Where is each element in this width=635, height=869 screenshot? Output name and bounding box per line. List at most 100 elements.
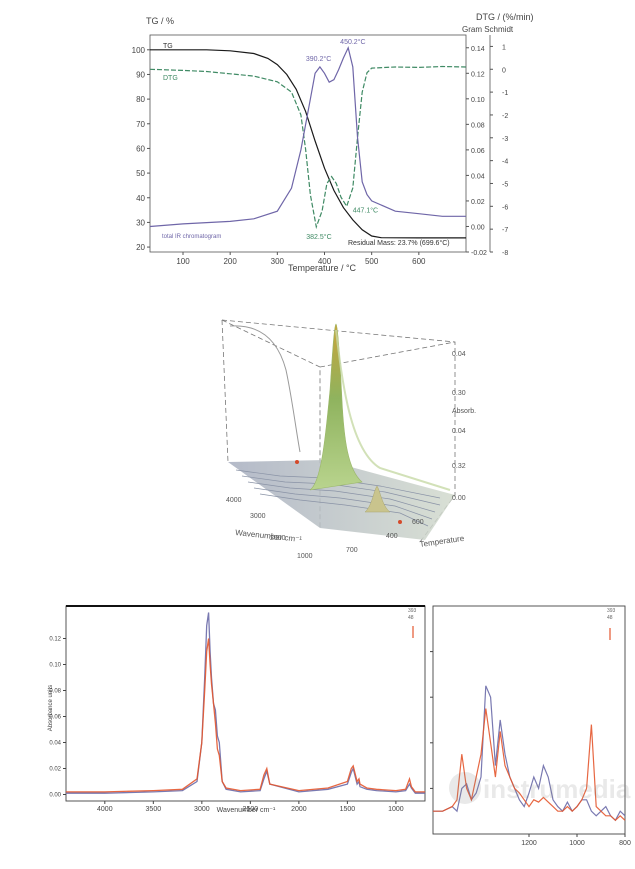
ir-left-plot-frame — [65, 605, 426, 802]
ir-3d-absorbance-label: Absorb. — [452, 408, 476, 415]
tga-right-tick-label: 1 — [502, 44, 506, 51]
ir-left-y-axis-label: Absorbance units — [48, 685, 54, 731]
ir-left-spectrum-line-1 — [66, 612, 425, 794]
tga-left-tick-label: 60 — [136, 144, 145, 153]
tga-peak-annotation: 447.1°C — [353, 206, 378, 214]
tga-left-tick-label: 40 — [136, 194, 145, 203]
ir-3d-wavenumber-tick: 4000 — [226, 497, 242, 504]
tga-peak-annotation: 450.2°C — [340, 38, 365, 46]
tga-right-tick-label: -3 — [502, 136, 508, 143]
tga-right-tick-label: 0 — [502, 67, 506, 74]
tga-x-tick-label: 200 — [223, 257, 237, 266]
ir-left-legend-line-2: 48 — [408, 615, 414, 621]
tga-annotation-residual-mass: Residual Mass: 23.7% (699.6°C) — [348, 239, 450, 247]
ir-spectrum-left-panel: 4000 3500 3000 2500 2000 1500 1000 0.00 0.02 0.04… — [0, 598, 432, 864]
ir-right-x-tick-label: 1200 — [521, 840, 537, 847]
tga-right2-tick-label: 0.00 — [471, 224, 485, 231]
tga-right2-tick-label: -0.02 — [471, 250, 487, 257]
tga-peak-annotation: 390.2°C — [306, 55, 331, 63]
ir-3d-absorbance-tick: 0.30 — [452, 390, 466, 397]
tga-right-tick-label: -1 — [502, 90, 508, 97]
ir-right-spectrum-line-1 — [433, 685, 626, 822]
ir-right-spectrum-line-2 — [433, 708, 626, 822]
tga-x-axis-label: Temperature / °C — [288, 263, 357, 273]
tga-left-tick-label: 70 — [136, 120, 145, 129]
tga-right2-tick-label: 0.02 — [471, 199, 485, 206]
tga-right2-tick-label: 0.04 — [471, 173, 485, 180]
ir-left-x-axis-label: Wavenumber cm⁻¹ — [217, 807, 276, 814]
tga-right-tick-label: -6 — [502, 204, 508, 211]
ir-3d-wavenumber-label: Wavenumber cm⁻¹ — [235, 528, 303, 544]
ir-spectrum-right: 1200 1000 800 393 48 instrumedia — [430, 605, 631, 847]
tga-series-label-dtg: DTG — [163, 75, 178, 82]
tga-plot-frame — [149, 34, 467, 253]
ir-right-legend-line-2: 48 — [607, 615, 613, 621]
tga-right-tick-label: -2 — [502, 113, 508, 120]
ir-left-y-tick-label: 0.10 — [49, 663, 61, 669]
tga-x-tick-label: 500 — [365, 257, 379, 266]
tga-series-ir-chromatogram-line — [149, 46, 466, 228]
svg-text:instrumedia: instrumedia — [483, 774, 631, 804]
tga-series-tg-line — [150, 49, 466, 239]
ir-3d-peak-ridge — [335, 329, 451, 491]
ir-3d-peak-2930 — [309, 323, 363, 491]
ir-left-x-tick-label: 3000 — [194, 806, 210, 813]
ir-3d-floor — [228, 460, 455, 540]
ir-spectrum-right-panel: 1200 1000 800 393 48 instrumedia — [425, 598, 635, 864]
ir-left-x-tick-label: 4000 — [97, 806, 113, 813]
ir-spectrum-left: 4000 3500 3000 2500 2000 1500 1000 0.00 0.02 0.04… — [48, 605, 426, 814]
ir-left-x-tick-label: 1500 — [340, 806, 356, 813]
ir-left-y-tick-label: 0.12 — [49, 637, 61, 643]
ir-left-y-tick-label: 0.02 — [49, 767, 61, 773]
ir-left-y-tick-label: 0.08 — [49, 689, 61, 695]
ir-3d-marker-right — [398, 520, 402, 524]
ir-3d-wavenumber-tick: 1000 — [297, 553, 313, 560]
ir-3d-temperature-tick: 700 — [346, 547, 358, 554]
ir-left-x-tick-label: 1000 — [388, 806, 404, 813]
ir-3d-tg-projection-curve — [229, 325, 301, 453]
tga-right2-tick-label: 0.10 — [471, 97, 485, 104]
tga-right2-axis-label: Gram Schmidt — [462, 25, 514, 34]
ir-3d-wavenumber-tick: 3000 — [250, 513, 266, 520]
ir-3d-absorbance-tick: 0.04 — [452, 428, 466, 435]
tga-right-tick-label: -4 — [502, 159, 508, 166]
tga-left-tick-label: 50 — [136, 169, 145, 178]
ir-left-spectrum-line-2 — [66, 638, 425, 793]
ir-right-x-tick-label: 800 — [619, 840, 631, 847]
tga-left-tick-label: 90 — [136, 70, 145, 79]
tga-x-tick-label: 400 — [318, 257, 332, 266]
ir-left-x-tick-label: 2000 — [291, 806, 307, 813]
ir-left-y-tick-label: 0.06 — [49, 715, 61, 721]
ir-3d-absorbance-tick: 0.00 — [452, 495, 466, 502]
tga-right-tick-label: -8 — [502, 250, 508, 257]
tga-series-dtg-line — [149, 65, 467, 230]
ir-right-x-tick-label: 1000 — [569, 840, 585, 847]
tga-left-axis-label: TG / % — [146, 16, 174, 26]
tga-right2-tick-label: 0.08 — [471, 122, 485, 129]
ir-3d-plot: Wavenumber cm⁻¹ Temperature Absorb. 4000… — [221, 319, 476, 560]
ir-3d-marker-left — [295, 460, 299, 464]
tga-x-tick-label: 300 — [271, 257, 285, 266]
tga-peak-annotation: 382.5°C — [306, 233, 331, 241]
tga-chart-panel: 100 200 300 400 500 600 20 30 40 50 60 70 80 90 100 0.1… — [0, 0, 635, 290]
ir-left-legend-line-1: 393 — [408, 608, 417, 614]
tga-series-label-ir: total IR chromatogram — [162, 234, 221, 240]
ir-3d-absorbance-tick: 0.04 — [452, 351, 466, 358]
ir-left-y-tick-label: 0.04 — [49, 741, 61, 747]
tga-x-tick-label: 600 — [412, 257, 426, 266]
ir-3d-plot-panel: Wavenumber cm⁻¹ Temperature Absorb. 4000… — [150, 300, 480, 570]
tga-x-tick-label: 100 — [176, 257, 190, 266]
tga-left-tick-label: 30 — [136, 218, 145, 227]
tga-right-axis-label: DTG / (%/min) — [476, 12, 534, 22]
tga-left-tick-label: 80 — [136, 95, 145, 104]
tga-right-tick-label: -5 — [502, 181, 508, 188]
tga-left-tick-label: 20 — [136, 243, 145, 252]
ir-left-x-tick-label: 3500 — [146, 806, 162, 813]
ir-right-legend-line-1: 393 — [607, 608, 616, 614]
ir-3d-temperature-tick: 400 — [386, 533, 398, 540]
ir-3d-peak-1450 — [364, 485, 391, 513]
tga-left-tick-label: 100 — [132, 46, 146, 55]
tga-right2-tick-label: 0.14 — [471, 46, 485, 53]
ir-3d-temperature-tick: 600 — [412, 519, 424, 526]
tga-right-tick-label: -7 — [502, 227, 508, 234]
